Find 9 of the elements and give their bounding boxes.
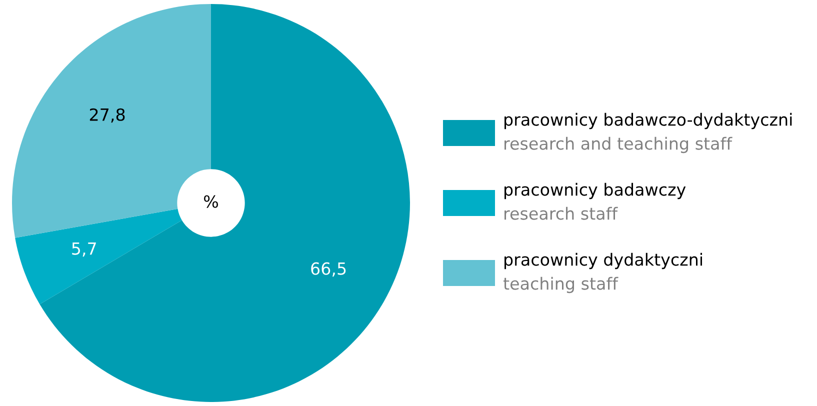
text: % xyxy=(204,195,218,208)
donut-slice xyxy=(40,4,410,402)
data-label: 5,7 xyxy=(72,242,96,257)
data-label: 66,5 xyxy=(311,262,346,277)
data-label: 27,8 xyxy=(90,108,125,123)
donut-slice xyxy=(15,208,182,304)
legend-label: pracownicy badawczo-dydaktyczni research and teaching staff xyxy=(504,112,792,154)
legend-label: pracownicy badawczy research staff xyxy=(504,182,686,220)
legend-label: pracownicy dydaktyczni teaching staff xyxy=(503,252,702,294)
